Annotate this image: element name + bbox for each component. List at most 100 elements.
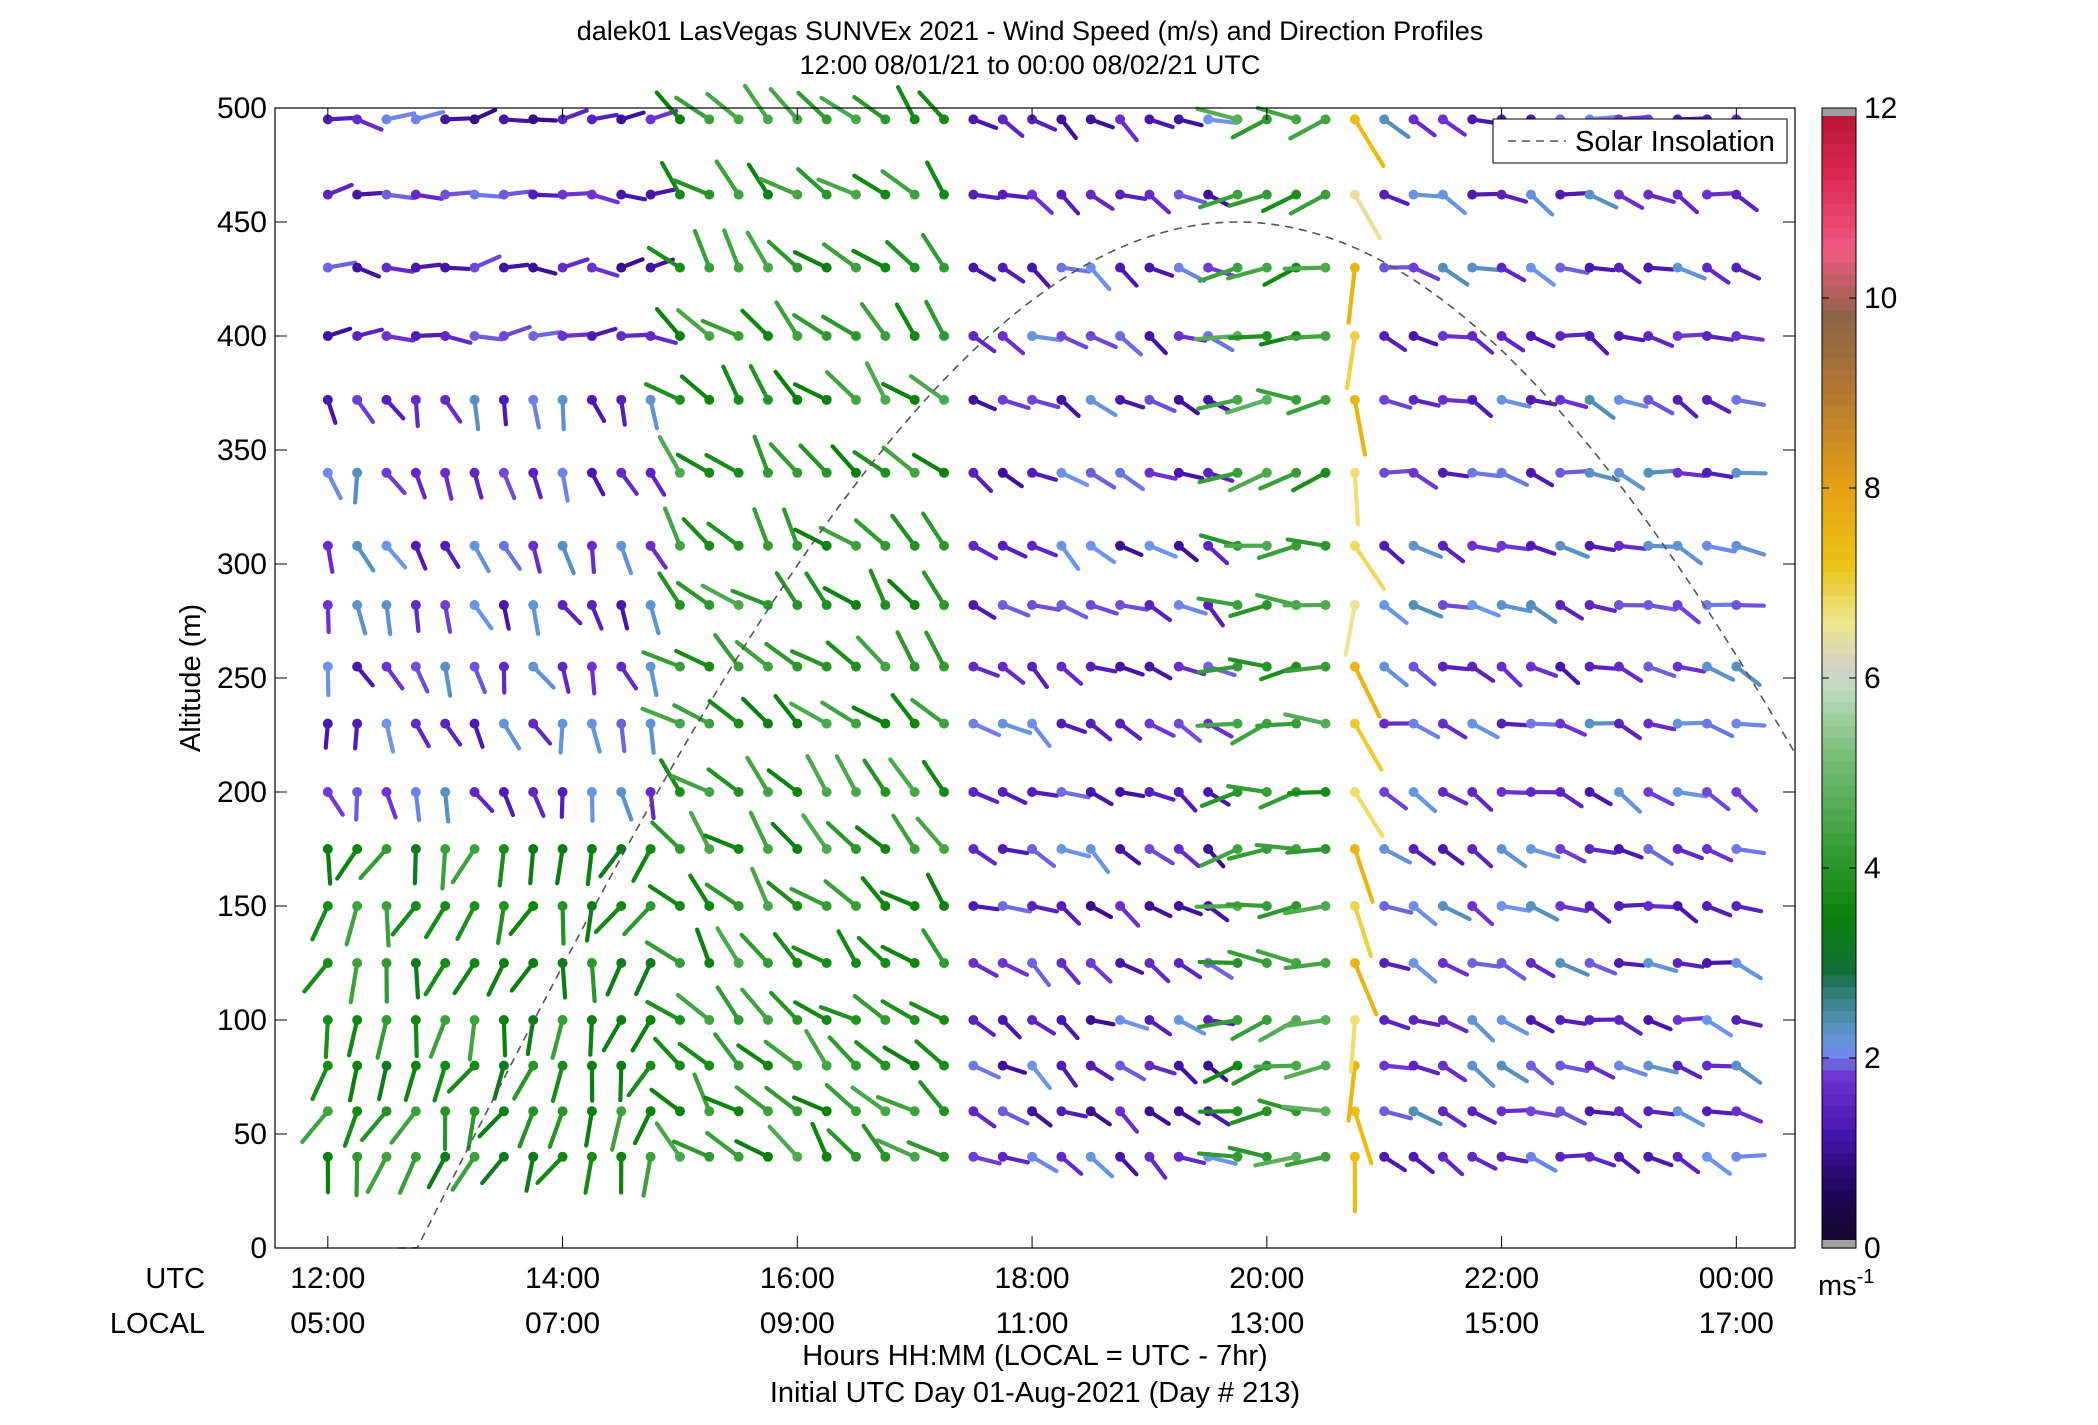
- wind-barb-dot: [1379, 114, 1390, 125]
- wind-barb-shaft: [821, 314, 859, 339]
- wind-barb-dot: [1027, 901, 1038, 911]
- wind-barb-dot: [616, 540, 627, 551]
- wind-barb-dot: [1731, 262, 1742, 273]
- wind-barb: [1115, 331, 1144, 357]
- y-tick-label: 450: [217, 206, 267, 239]
- wind-barb-dot: [1379, 844, 1390, 854]
- wind-barb: [748, 810, 773, 854]
- wind-barb-dot: [440, 787, 451, 797]
- colorbar-segment: [1822, 464, 1856, 477]
- wind-barb-shaft: [302, 960, 330, 994]
- wind-barb-shaft: [734, 639, 771, 669]
- wind-barb: [1379, 958, 1411, 971]
- wind-barb: [1701, 262, 1731, 285]
- wind-barb: [300, 1106, 333, 1144]
- wind-barb: [1643, 844, 1674, 866]
- wind-barb: [734, 1139, 773, 1162]
- wind-barb-dot: [704, 1060, 715, 1071]
- wind-barb-shaft: [1197, 265, 1240, 283]
- x-tick-label-local: 13:00: [1229, 1307, 1304, 1340]
- wind-barb-dot: [1320, 1015, 1331, 1025]
- wind-barb-shaft: [769, 990, 800, 1023]
- wind-barb: [528, 189, 561, 200]
- wind-barb: [428, 1015, 451, 1059]
- wind-barb-dot: [1643, 262, 1654, 273]
- wind-barb: [381, 189, 417, 201]
- wind-barb: [593, 901, 627, 935]
- wind-barb-shaft: [836, 929, 859, 966]
- colorbar-segment: [1822, 784, 1856, 798]
- wind-barb-shaft: [1226, 784, 1269, 795]
- wind-barb: [890, 513, 920, 551]
- wind-barb-dot: [939, 1151, 950, 1162]
- colorbar-segment: [1822, 773, 1856, 786]
- wind-barb: [616, 1060, 627, 1103]
- wind-barb-dot: [498, 1151, 509, 1162]
- wind-barb-dot: [1144, 901, 1155, 911]
- wind-barb: [1379, 1060, 1414, 1071]
- wind-barb: [583, 1151, 597, 1195]
- wind-barb: [676, 308, 715, 341]
- wind-barb-dot: [616, 331, 627, 341]
- wind-barb-dot: [1496, 1060, 1507, 1071]
- wind-barb: [440, 331, 473, 345]
- wind-barb-dot: [792, 1060, 803, 1071]
- wind-barb: [875, 1095, 920, 1117]
- wind-barb: [909, 1001, 950, 1025]
- wind-barb-dot: [410, 1151, 421, 1162]
- wind-barb-dot: [1467, 718, 1478, 729]
- wind-barb: [389, 1106, 421, 1145]
- wind-barb-shaft: [1197, 470, 1240, 485]
- wind-barb-shaft: [875, 1138, 917, 1159]
- wind-barb: [1056, 1106, 1088, 1119]
- wind-barb-shaft: [486, 960, 506, 997]
- wind-barb-dot: [968, 262, 979, 273]
- wind-barb-shaft: [1258, 470, 1299, 491]
- wind-barb-shaft: [1291, 470, 1328, 493]
- wind-barb-dot: [1584, 1060, 1595, 1071]
- wind-barb-dot: [1555, 189, 1566, 200]
- wind-barb-shaft: [918, 1080, 947, 1114]
- wind-barb-shaft: [825, 820, 859, 852]
- wind-barb-dot: [674, 661, 685, 672]
- wind-barb-shaft: [792, 382, 829, 402]
- wind-barb: [410, 718, 431, 749]
- wind-barb: [1228, 600, 1272, 619]
- wind-barb: [968, 718, 1002, 738]
- wind-barb: [1227, 949, 1272, 968]
- wind-barb-shaft: [1352, 470, 1361, 527]
- wind-barb-dot: [381, 844, 392, 854]
- wind-barb-dot: [322, 600, 333, 611]
- wind-barb: [1144, 661, 1173, 681]
- wind-barb-dot: [968, 718, 979, 729]
- wind-barb: [745, 230, 773, 273]
- wind-barb: [1496, 1151, 1529, 1164]
- wind-barb: [1173, 787, 1198, 813]
- wind-barb-dot: [674, 787, 685, 797]
- wind-barb-shaft: [1283, 960, 1328, 971]
- wind-barb: [968, 262, 997, 282]
- wind-barb: [1379, 114, 1411, 139]
- wind-barb-dot: [1027, 1151, 1038, 1162]
- wind-barb-dot: [1173, 331, 1184, 341]
- wind-barb: [528, 718, 553, 746]
- wind-barb: [1408, 1060, 1441, 1076]
- legend: Solar Insolation: [1492, 118, 1788, 164]
- wind-barb-dot: [1085, 540, 1096, 551]
- wind-barb-dot: [1672, 600, 1683, 611]
- wind-barb-shaft: [598, 846, 624, 879]
- wind-barb: [1173, 901, 1203, 917]
- wind-barb-dot: [1379, 600, 1390, 611]
- wind-barb: [498, 467, 517, 501]
- wind-barb-dot: [1701, 1151, 1712, 1162]
- wind-barb-dot: [1643, 718, 1654, 729]
- wind-barb: [722, 228, 744, 273]
- wind-barb-dot: [939, 1060, 950, 1071]
- wind-barb: [1731, 189, 1759, 213]
- wind-barb-dot: [1085, 787, 1096, 797]
- wind-barb-dot: [1467, 661, 1478, 672]
- wind-barb-dot: [1056, 331, 1067, 341]
- wind-barb-dot: [821, 661, 832, 672]
- wind-barb-dot: [1408, 1015, 1419, 1025]
- wind-barb: [302, 958, 333, 994]
